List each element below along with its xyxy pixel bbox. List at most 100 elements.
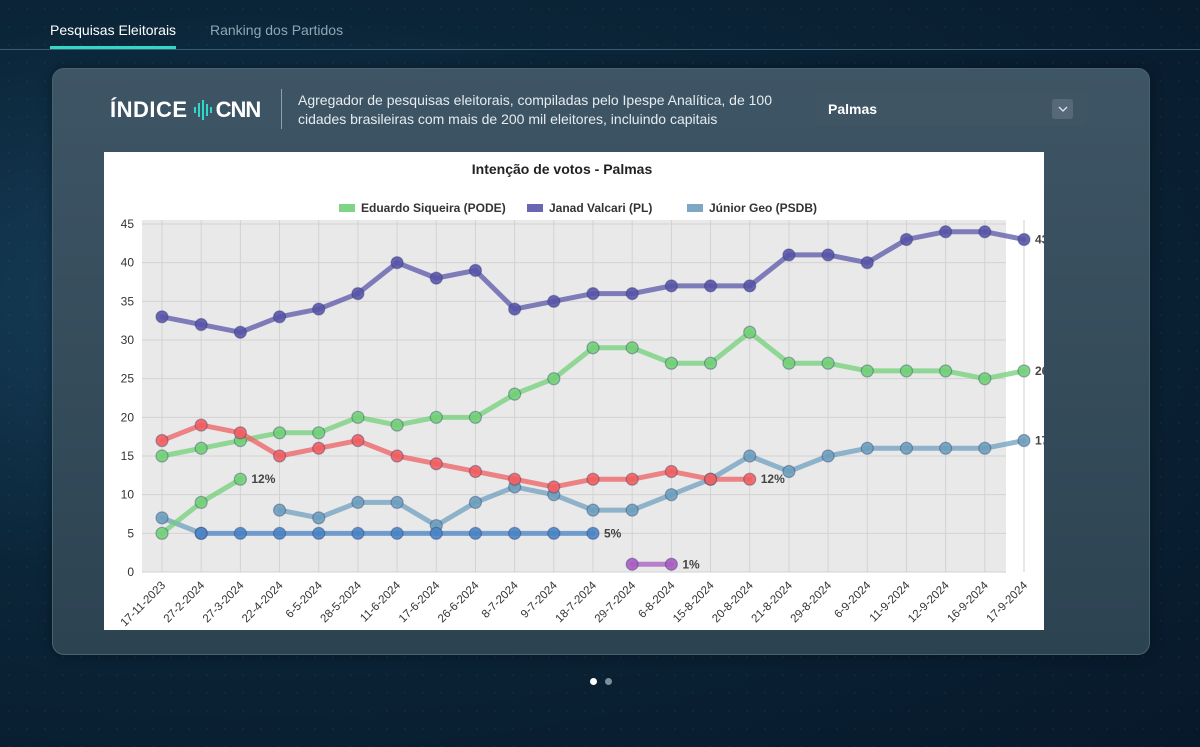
- data-point: [547, 480, 561, 494]
- data-point: [899, 441, 914, 455]
- series-line-segment: [629, 468, 674, 482]
- series-line-segment: [708, 453, 753, 482]
- x-tick-label: 17-9-2024: [985, 579, 1031, 625]
- data-point: [508, 387, 522, 401]
- data-point: [155, 511, 169, 525]
- series-line-segment: [355, 414, 400, 428]
- x-tick-label: 28-5-2024: [318, 579, 364, 625]
- x-tick-label: 18-7-2024: [554, 579, 600, 625]
- data-point: [468, 410, 483, 424]
- x-tick-label: 12-9-2024: [906, 579, 952, 625]
- logo-cnn-text: CNN: [215, 97, 262, 122]
- series-line-segment: [472, 391, 518, 420]
- series-line-segment: [747, 329, 792, 366]
- data-point: [547, 526, 561, 540]
- data-point: [194, 495, 208, 509]
- series-line-segment: [394, 499, 439, 529]
- data-point: [351, 495, 365, 509]
- data-point: [743, 472, 757, 486]
- data-point: [586, 472, 600, 486]
- data-point: [1017, 232, 1031, 247]
- description-text: Agregador de pesquisas eleitorais, compi…: [298, 92, 772, 127]
- y-tick-label: 20: [121, 410, 135, 424]
- series-group: 1%: [625, 557, 700, 571]
- series-line-segment: [472, 484, 518, 505]
- series-line-segment: [277, 306, 322, 320]
- pager-dot-2[interactable]: [605, 678, 612, 685]
- series-group: 43%: [155, 225, 1044, 339]
- pager-dot-1[interactable]: [590, 678, 597, 685]
- series-line-segment: [394, 453, 439, 467]
- series-line-segment: [355, 438, 400, 459]
- legend-label: Janad Valcari (PL): [549, 201, 652, 215]
- data-point: [312, 441, 326, 455]
- tab-ranking-partidos[interactable]: Ranking dos Partidos: [210, 22, 344, 38]
- data-point: [586, 287, 600, 301]
- series-group: 5%: [194, 526, 622, 540]
- data-label: 5%: [604, 526, 622, 540]
- tab-pesquisas-eleitorais[interactable]: Pesquisas Eleitorais: [50, 22, 177, 49]
- series-line-segment: [629, 345, 674, 366]
- data-point: [625, 557, 639, 571]
- data-point: [429, 271, 443, 285]
- data-point: [821, 248, 835, 262]
- data-point: [860, 364, 874, 378]
- series-line-segment: [159, 499, 204, 536]
- chart-title: Intenção de votos - Palmas: [472, 161, 653, 177]
- data-point: [782, 464, 796, 479]
- x-tick-label: 29-7-2024: [593, 579, 639, 625]
- series-line-segment: [864, 236, 909, 266]
- data-point: [429, 410, 443, 424]
- city-select[interactable]: Palmas: [815, 92, 1087, 126]
- data-point: [390, 418, 404, 432]
- legend-swatch: [527, 204, 543, 212]
- data-point: [194, 317, 208, 332]
- data-point: [899, 232, 914, 247]
- data-point: [625, 503, 639, 517]
- data-point: [664, 557, 678, 571]
- data-point: [351, 433, 365, 448]
- data-point: [233, 426, 247, 440]
- series-group: 12%: [155, 472, 276, 540]
- series-line-segment: [747, 453, 792, 474]
- data-point: [390, 526, 404, 540]
- data-point: [351, 410, 365, 424]
- legend-swatch: [339, 204, 355, 212]
- line-chart: 0 5 10 15 20 25 30 35 40 45 17-11-202327-2-202427-…: [119, 161, 1044, 629]
- series-line-segment: [982, 368, 1027, 382]
- data-point: [664, 279, 678, 293]
- x-tick-label: 15-8-2024: [671, 579, 717, 625]
- chevron-down-icon[interactable]: [1052, 99, 1073, 119]
- y-tick-label: 25: [121, 372, 135, 386]
- series-line-segment: [629, 283, 674, 297]
- series-line-segment: [747, 252, 792, 289]
- data-point: [312, 511, 326, 525]
- data-point: [547, 294, 561, 308]
- data-point: [312, 302, 326, 316]
- y-tick-label: 40: [121, 256, 135, 270]
- series-line-segment: [198, 422, 243, 436]
- series-line-segment: [394, 260, 439, 281]
- data-point: [625, 341, 639, 355]
- series-line-segment: [551, 492, 596, 513]
- data-point: [625, 472, 639, 486]
- tab-bar: Pesquisas Eleitorais Ranking dos Partido…: [0, 0, 1200, 50]
- data-point: [939, 225, 953, 239]
- data-point: [155, 433, 169, 448]
- y-tick-label: 30: [121, 333, 135, 347]
- y-tick-label: 5: [127, 526, 134, 540]
- y-tick-label: 45: [121, 217, 135, 231]
- header-divider: [281, 89, 282, 129]
- series-line-segment: [512, 298, 557, 312]
- data-point: [978, 225, 992, 239]
- data-point: [978, 372, 992, 386]
- series-line-segment: [512, 376, 557, 397]
- data-label: 12%: [761, 472, 785, 486]
- data-point: [743, 325, 757, 339]
- series-line-segment: [159, 422, 204, 444]
- data-point: [351, 526, 365, 540]
- data-point: [429, 526, 443, 540]
- data-point: [272, 426, 287, 440]
- series-line-segment: [786, 453, 831, 474]
- series-line-segment: [198, 322, 243, 335]
